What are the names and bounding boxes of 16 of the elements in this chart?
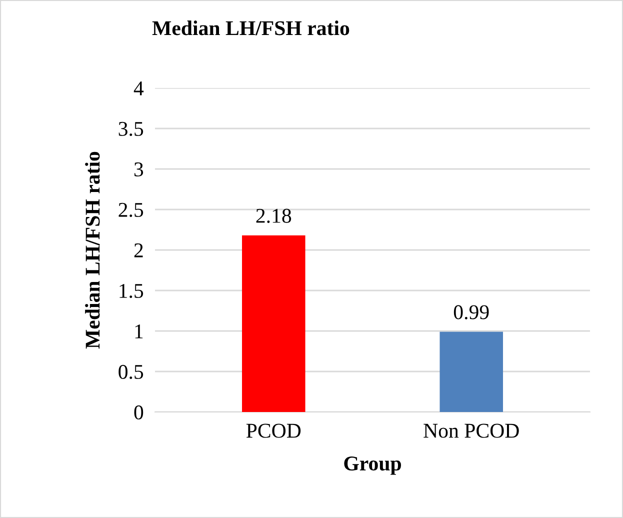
data-label: 2.18 [256, 208, 292, 223]
y-tick-label: 3 [134, 162, 144, 176]
x-axis-title: Group [344, 456, 401, 475]
y-tick-label: 0.5 [118, 364, 144, 380]
y-tick-label: 3.5 [118, 122, 144, 136]
y-tick-label: 4 [134, 82, 144, 96]
x-tick-label: Non PCOD [424, 424, 519, 438]
y-axis-title: Median LH/FSH ratio [85, 152, 100, 349]
x-tick-label: PCOD [246, 424, 301, 438]
chart-title: Median LH/FSH ratio [152, 20, 350, 36]
y-tick-label: 2 [134, 243, 143, 258]
y-tick-label: 0 [134, 405, 144, 420]
y-tick-label: 1.5 [120, 284, 144, 298]
y-tick-label: 2.5 [118, 202, 144, 218]
y-tick-label: 1 [135, 324, 143, 338]
data-label: 0.99 [454, 305, 489, 320]
